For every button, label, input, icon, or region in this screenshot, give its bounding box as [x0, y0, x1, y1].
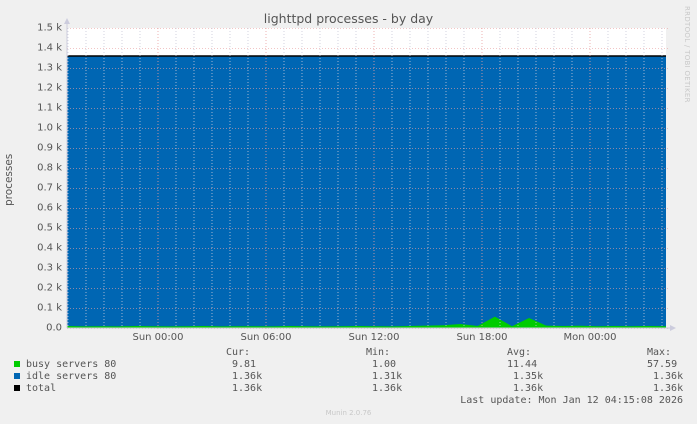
legend-header-max: Max:: [647, 347, 672, 358]
idle-min: 1.31k: [372, 371, 403, 382]
y-tick-label: 0.8 k: [37, 162, 62, 174]
x-tick-label: Sun 12:00: [348, 332, 400, 343]
y-tick-label: 0.2 k: [37, 282, 62, 294]
legend-label: idle servers 80: [26, 371, 117, 382]
legend-item-total: total: [14, 383, 56, 394]
y-tick-label: 1.2 k: [37, 82, 62, 94]
y-tick-label: 1.0 k: [37, 122, 62, 134]
legend-swatch-busy: [14, 361, 20, 367]
y-tick-label: 1.4 k: [37, 42, 62, 54]
chart-title: lighttpd processes - by day: [263, 11, 434, 26]
x-tick-label: Sun 00:00: [132, 332, 184, 343]
munin-version: Munin 2.0.76: [325, 409, 372, 417]
legend-label: total: [26, 383, 57, 394]
last-update: Last update: Mon Jan 12 04:15:08 2026: [460, 395, 683, 406]
busy-min: 1.00: [372, 359, 397, 370]
y-tick-label: 1.3 k: [37, 62, 62, 74]
busy-avg: 11.44: [507, 359, 538, 370]
y-tick-label: 0.1 k: [37, 302, 62, 314]
y-tick-label: 0.5 k: [37, 222, 62, 234]
idle-cur: 1.36k: [232, 371, 263, 382]
legend-item-idle: idle servers 80: [14, 371, 116, 382]
legend-swatch-total: [14, 385, 20, 391]
idle-max: 1.36k: [653, 371, 684, 382]
legend-header-min: Min:: [366, 347, 391, 358]
x-tick-label: Sun 18:00: [456, 332, 508, 343]
y-tick-label: 1.5 k: [37, 22, 62, 34]
legend-header-avg: Avg:: [507, 347, 532, 358]
idle-servers-area: [67, 56, 666, 328]
busy-servers-area: [67, 316, 666, 328]
y-tick-label: 0.7 k: [37, 182, 62, 194]
y-tick-label: 0.3 k: [37, 262, 62, 274]
legend-label: busy servers 80: [26, 359, 117, 370]
x-tick-label: Sun 06:00: [240, 332, 292, 343]
total-cur: 1.36k: [232, 383, 263, 394]
y-tick-label: 1.1 k: [37, 102, 62, 114]
idle-avg: 1.35k: [513, 371, 544, 382]
y-tick-label: 0.4 k: [37, 242, 62, 254]
busy-cur: 9.81: [232, 359, 257, 370]
y-tick-label: 0.9 k: [37, 142, 62, 154]
legend-header-cur: Cur:: [226, 347, 251, 358]
y-tick-label: 0.0: [46, 322, 62, 334]
x-tick-label: Mon 00:00: [563, 332, 617, 343]
busy-max: 57.59: [647, 359, 678, 370]
legend-item-busy: busy servers 80: [14, 359, 116, 370]
rrdtool-credit: RRDTOOL / TOBI OETIKER: [683, 6, 691, 103]
total-avg: 1.36k: [513, 383, 544, 394]
legend-swatch-idle: [14, 373, 20, 379]
total-min: 1.36k: [372, 383, 403, 394]
plot-area: [64, 18, 676, 331]
y-tick-label: 0.6 k: [37, 202, 62, 214]
total-max: 1.36k: [653, 383, 684, 394]
